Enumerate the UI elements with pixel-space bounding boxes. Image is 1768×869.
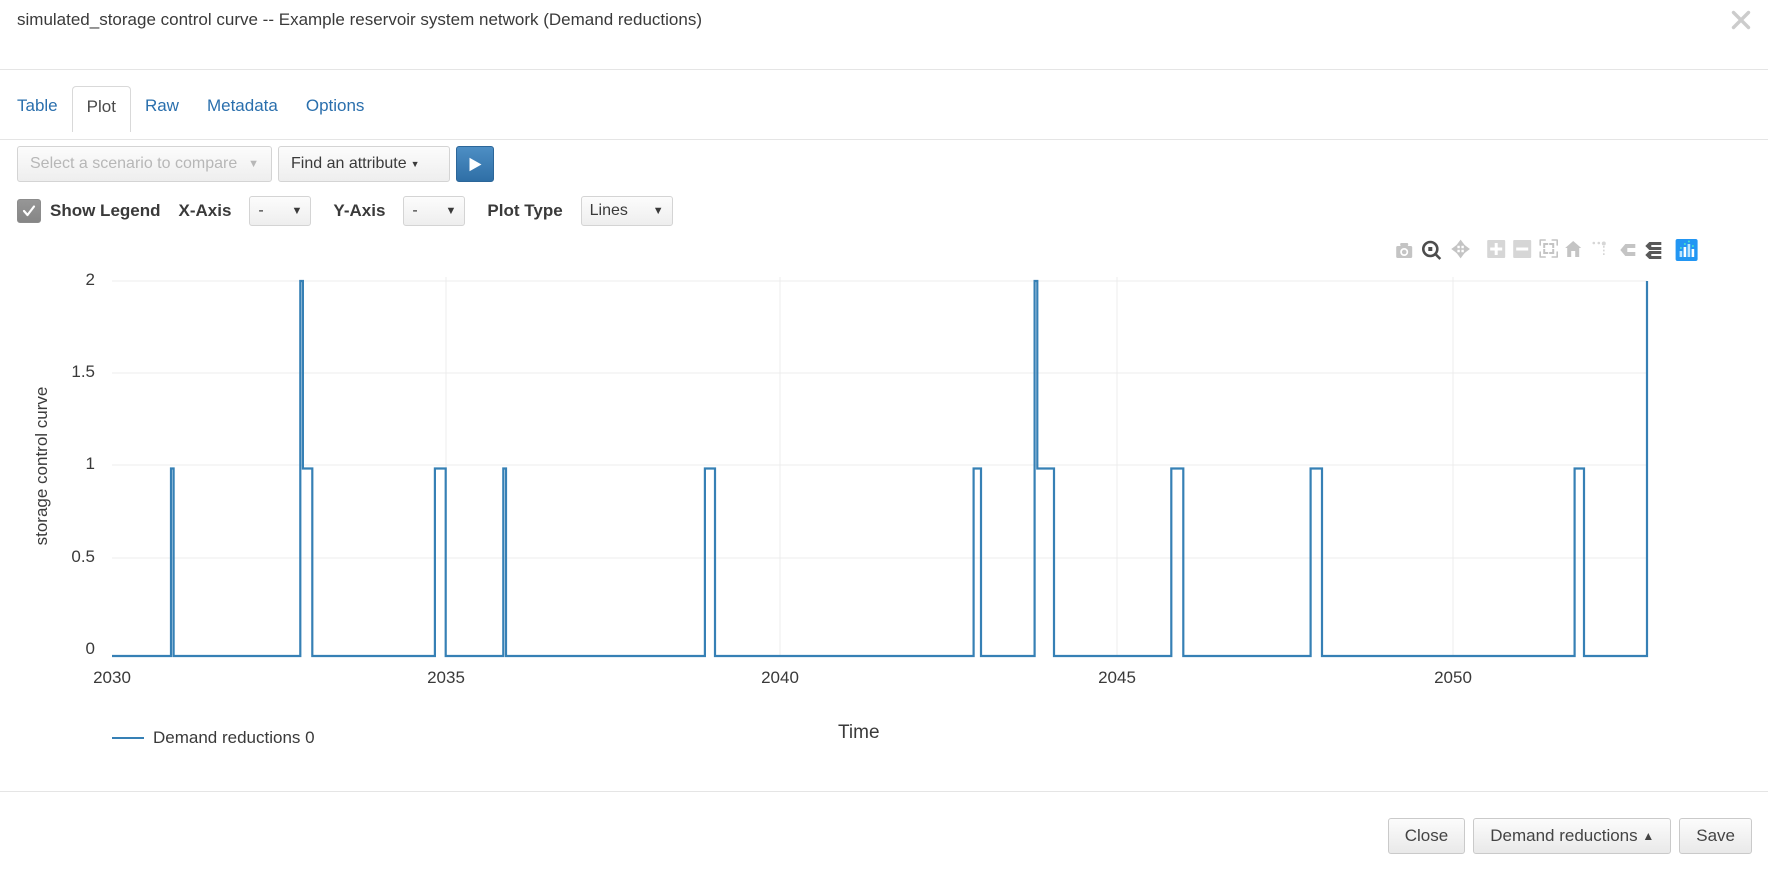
- svg-text:2045: 2045: [1098, 668, 1136, 687]
- svg-text:0.5: 0.5: [71, 547, 95, 566]
- svg-text:2040: 2040: [761, 668, 799, 687]
- svg-text:1: 1: [86, 454, 95, 473]
- svg-text:2035: 2035: [427, 668, 465, 687]
- svg-text:2: 2: [86, 270, 95, 289]
- svg-text:1.5: 1.5: [71, 362, 95, 381]
- svg-text:0: 0: [86, 639, 95, 658]
- svg-text:2030: 2030: [93, 668, 131, 687]
- svg-text:storage control curve: storage control curve: [32, 387, 51, 546]
- svg-text:2050: 2050: [1434, 668, 1472, 687]
